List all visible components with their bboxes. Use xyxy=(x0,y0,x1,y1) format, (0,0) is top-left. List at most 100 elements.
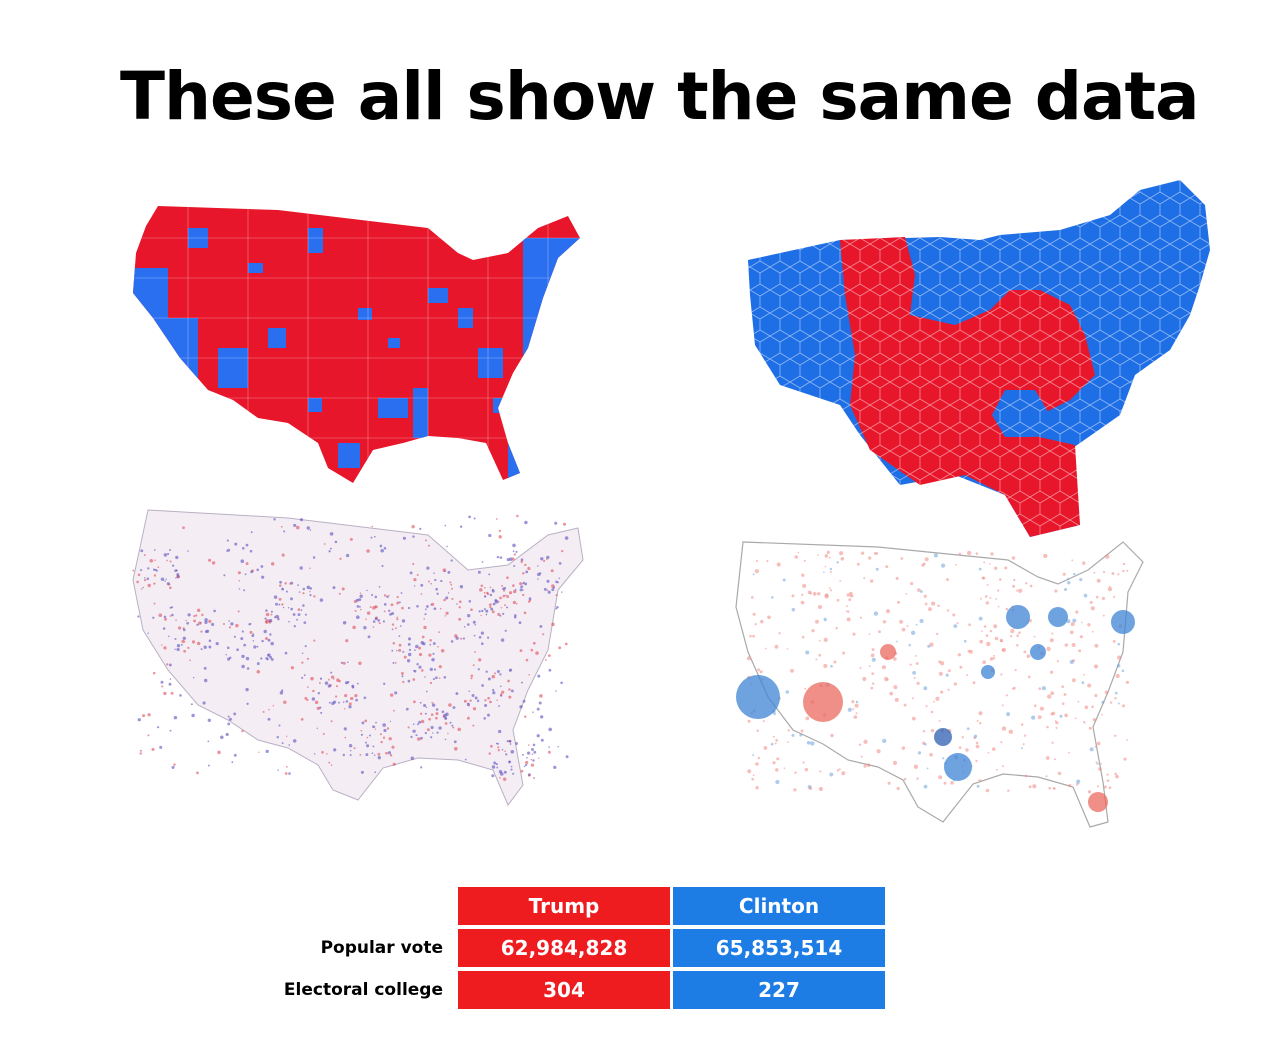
county-symbol xyxy=(1096,785,1099,788)
county-symbol xyxy=(930,728,935,733)
county-symbol xyxy=(817,604,823,610)
voter-dot xyxy=(279,691,284,695)
voter-dot xyxy=(331,701,335,706)
voter-dot xyxy=(173,715,178,720)
county-symbol xyxy=(1000,673,1003,676)
voter-dot xyxy=(528,774,531,777)
voter-dot xyxy=(564,536,569,540)
county-symbol xyxy=(966,727,970,731)
voter-dot xyxy=(137,573,141,577)
voter-dot xyxy=(405,707,409,711)
voter-dot xyxy=(229,656,232,659)
voter-dot xyxy=(490,607,494,611)
voter-dot xyxy=(558,562,562,565)
county-symbol xyxy=(925,705,928,708)
county-symbol xyxy=(1001,704,1004,707)
voter-dot xyxy=(543,587,547,591)
voter-dot xyxy=(249,630,253,634)
voter-dot xyxy=(515,602,518,605)
county-symbol xyxy=(921,563,925,567)
voter-dot xyxy=(252,640,255,642)
voter-dot xyxy=(345,681,349,685)
voter-dot xyxy=(287,606,290,609)
voter-dot xyxy=(527,566,531,571)
voter-dot xyxy=(233,712,237,716)
voter-dot xyxy=(349,749,352,752)
county-symbol xyxy=(787,741,790,744)
voter-dot xyxy=(270,610,273,613)
county-symbol xyxy=(1045,756,1050,760)
county-symbol xyxy=(885,609,891,614)
voter-dot xyxy=(401,606,404,610)
voter-dot xyxy=(420,766,423,769)
voter-dot xyxy=(265,621,268,624)
county-symbol xyxy=(1033,635,1036,638)
voter-dot xyxy=(388,609,391,612)
voter-dot xyxy=(298,591,301,593)
voter-dot xyxy=(424,712,427,715)
voter-dot xyxy=(374,771,377,774)
voter-dot xyxy=(389,754,393,757)
voter-dot xyxy=(285,590,288,593)
county-symbol xyxy=(1123,757,1127,761)
voter-dot xyxy=(432,642,436,645)
voter-dot xyxy=(459,585,464,589)
county-symbol xyxy=(860,755,863,758)
voter-dot xyxy=(491,765,496,769)
county-symbol xyxy=(829,589,833,592)
voter-dot xyxy=(245,543,249,547)
voter-dot xyxy=(499,596,502,600)
voter-dot xyxy=(506,595,510,599)
county-symbol xyxy=(1105,554,1110,559)
voter-dot xyxy=(340,661,344,664)
county-symbol xyxy=(963,639,967,643)
voter-dot xyxy=(151,747,155,751)
voter-dot xyxy=(343,727,347,731)
voter-dot xyxy=(313,639,316,642)
voter-dot xyxy=(366,744,370,748)
voter-dot xyxy=(555,580,558,584)
county-symbol xyxy=(759,670,763,674)
county-symbol xyxy=(793,788,797,792)
county-symbol xyxy=(1053,758,1056,761)
county-symbol xyxy=(1116,664,1121,668)
voter-dot xyxy=(520,560,523,564)
voter-dot xyxy=(165,578,168,580)
voter-dot xyxy=(336,678,340,682)
voter-dot xyxy=(537,578,539,580)
county-symbol xyxy=(751,777,755,781)
voter-dot xyxy=(203,678,208,683)
voter-dot xyxy=(309,587,312,590)
voter-dot xyxy=(513,564,516,568)
county-symbol xyxy=(1104,690,1109,695)
county-symbol xyxy=(909,663,912,666)
county-symbol xyxy=(811,629,815,633)
voter-dot xyxy=(383,682,386,685)
voter-dot xyxy=(139,752,142,755)
voter-dot xyxy=(275,602,278,606)
voter-dot xyxy=(421,669,424,672)
voter-dot xyxy=(456,603,458,605)
voter-dot xyxy=(492,688,495,692)
voter-dot xyxy=(409,571,413,575)
voter-dot xyxy=(330,764,333,766)
voter-dot xyxy=(440,579,443,583)
county-symbol xyxy=(1033,704,1037,708)
voter-dot xyxy=(293,523,297,527)
county-symbol xyxy=(775,768,779,772)
voter-dot xyxy=(220,735,224,740)
electoral-college-row: Electoral college 304 227 xyxy=(253,971,885,1009)
voter-dot xyxy=(354,693,358,698)
voter-dot xyxy=(407,642,411,646)
voter-dot xyxy=(415,734,418,737)
voter-dot xyxy=(371,593,374,597)
county-symbol xyxy=(966,550,972,556)
voter-dot xyxy=(468,690,471,693)
county-symbol xyxy=(911,697,914,700)
voter-dot xyxy=(356,682,359,685)
voter-dot xyxy=(383,728,387,733)
county-symbol xyxy=(1022,743,1025,746)
county-symbol xyxy=(1013,578,1016,582)
county-symbol xyxy=(747,719,751,723)
county-symbol xyxy=(1013,686,1016,690)
